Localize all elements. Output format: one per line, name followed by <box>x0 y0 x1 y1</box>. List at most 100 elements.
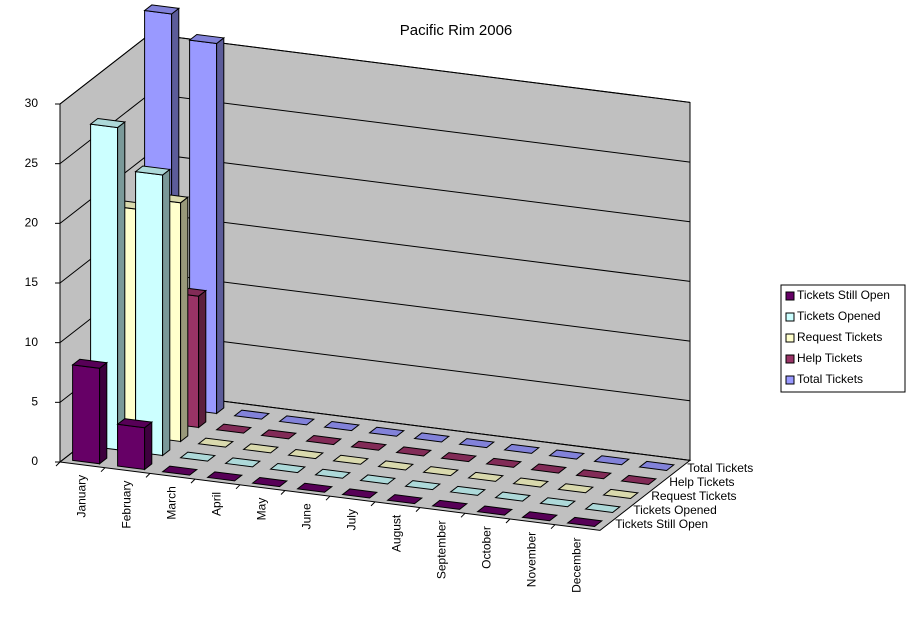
legend-label: Tickets Opened <box>797 309 881 323</box>
bar <box>206 471 244 482</box>
y-tick-label: 30 <box>25 96 39 110</box>
bar <box>224 457 262 468</box>
bar <box>215 423 253 434</box>
bar-front <box>117 423 146 471</box>
bar <box>584 502 622 513</box>
bar-top <box>386 494 424 505</box>
depth-label: Tickets Opened <box>633 503 717 517</box>
bar-top <box>359 474 397 485</box>
y-tick-label: 15 <box>25 275 39 289</box>
x-tick <box>235 484 241 490</box>
bar-top <box>71 358 109 369</box>
bar <box>233 409 271 420</box>
bar-top <box>134 165 172 176</box>
bar <box>485 457 523 468</box>
bar <box>593 455 631 466</box>
bar-top <box>89 118 127 129</box>
bar-side <box>117 120 126 451</box>
x-tick-label: April <box>210 492 224 516</box>
bar-top <box>215 423 253 434</box>
depth-label: Request Tickets <box>651 489 736 503</box>
legend-swatch <box>785 375 795 385</box>
bar-top <box>161 465 199 476</box>
bar <box>305 435 343 446</box>
bar-top <box>341 488 379 499</box>
x-tick <box>415 507 421 512</box>
bar <box>242 443 280 454</box>
bar-top <box>422 466 460 477</box>
legend-swatch <box>785 291 795 301</box>
bar-front <box>72 364 101 465</box>
bar-top <box>458 438 496 449</box>
bar-front <box>135 171 164 457</box>
bar-top <box>179 451 217 462</box>
bar <box>341 488 379 499</box>
bar <box>197 437 235 448</box>
bar-top <box>575 469 613 480</box>
bar <box>251 477 289 488</box>
bar-top <box>314 468 352 479</box>
x-tick-label: May <box>255 498 269 521</box>
y-tick-label: 20 <box>25 216 39 230</box>
x-tick <box>460 512 466 518</box>
bar <box>134 165 172 457</box>
bar <box>521 511 559 522</box>
bar <box>467 471 505 482</box>
x-tick <box>505 518 511 524</box>
bar <box>530 463 568 474</box>
bar <box>386 494 424 505</box>
bar <box>278 415 316 426</box>
bar-top <box>296 482 334 493</box>
x-tick-label: June <box>300 503 314 529</box>
bar <box>332 454 370 465</box>
bar <box>566 516 604 527</box>
x-tick <box>370 501 376 507</box>
bar-top <box>188 33 226 45</box>
bar-top <box>620 474 658 485</box>
bar <box>539 497 577 508</box>
bar <box>161 465 199 476</box>
bar <box>71 358 109 465</box>
bar-top <box>485 457 523 468</box>
bar-top <box>143 4 181 15</box>
bar-top <box>476 505 514 516</box>
bar-top <box>269 463 307 474</box>
bar <box>260 429 298 440</box>
bar-top <box>251 477 289 488</box>
bar-top <box>260 429 298 440</box>
bar-top <box>224 457 262 468</box>
bar <box>575 469 613 480</box>
bar-top <box>467 471 505 482</box>
bar <box>413 432 451 443</box>
bar <box>431 499 469 510</box>
bar <box>368 426 406 437</box>
bar-top <box>332 454 370 465</box>
bar-top <box>116 418 154 429</box>
bar-side <box>216 36 225 415</box>
bar <box>350 440 388 451</box>
bar <box>269 463 307 474</box>
legend-box <box>780 284 906 393</box>
depth-label: Tickets Still Open <box>615 517 708 531</box>
bar-top <box>440 452 478 463</box>
bar-side <box>180 196 189 443</box>
chart-title: Pacific Rim 2006 <box>400 22 513 39</box>
x-tick-label: September <box>435 520 449 579</box>
x-tick <box>280 490 286 495</box>
legend-label: Request Tickets <box>797 330 882 344</box>
bar-top <box>278 415 316 426</box>
bar-top <box>404 480 442 491</box>
bar <box>377 460 415 471</box>
y-tick-label: 25 <box>25 156 39 170</box>
legend-label: Tickets Still Open <box>797 288 890 302</box>
bar-top <box>395 446 433 457</box>
x-tick <box>550 524 556 530</box>
bar-top <box>602 488 640 499</box>
bar-top <box>233 409 271 420</box>
bar-top <box>521 511 559 522</box>
bar-top <box>539 497 577 508</box>
x-tick-label: March <box>165 486 179 519</box>
bar <box>179 451 217 462</box>
y-tick-label: 10 <box>25 335 39 349</box>
